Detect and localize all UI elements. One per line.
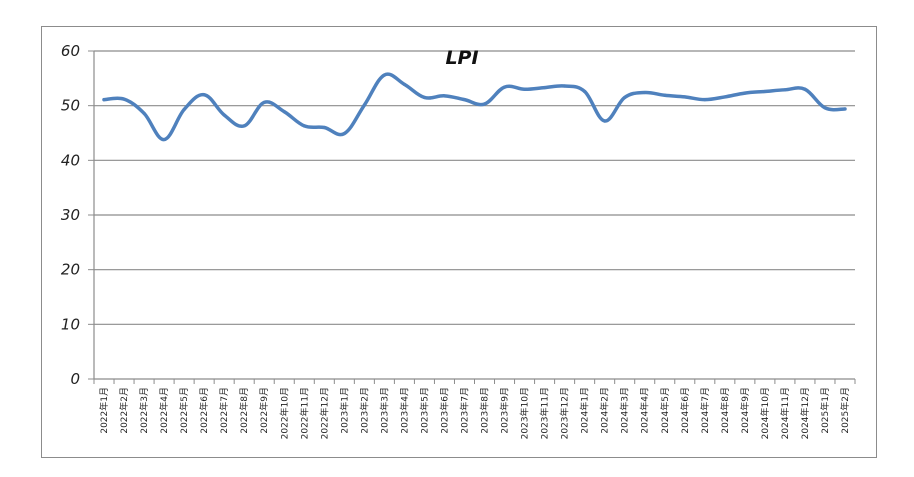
data-point [122, 97, 126, 101]
data-point [623, 95, 627, 100]
x-tick-label: 2022年5月 [178, 387, 190, 434]
x-tick-label: 2022年1月 [98, 387, 110, 434]
x-tick-label: 2023年6月 [438, 387, 450, 434]
x-tick-label: 2022年11月 [298, 387, 310, 439]
data-point [763, 89, 767, 94]
point-group [102, 73, 847, 142]
x-tick-label: 2023年4月 [398, 387, 410, 434]
data-point [643, 90, 647, 95]
data-point [663, 93, 667, 97]
data-point [302, 124, 306, 128]
x-tick-label: 2025年2月 [839, 387, 851, 434]
data-point [482, 102, 487, 106]
data-point [683, 95, 687, 99]
x-tick-label: 2024年12月 [799, 387, 811, 439]
data-point [823, 106, 827, 110]
data-point [382, 73, 386, 77]
x-tick-label: 2023年3月 [378, 387, 390, 434]
x-tick-label: 2022年2月 [118, 387, 130, 434]
data-point [182, 107, 186, 112]
data-point [743, 91, 747, 95]
y-tick-label: 10 [61, 315, 80, 333]
x-tick-label: 2024年1月 [579, 387, 591, 434]
x-tick-label: 2024年3月 [619, 387, 631, 434]
series-line-lpi [102, 72, 847, 142]
data-point [563, 84, 567, 88]
data-point [603, 119, 607, 123]
x-tick-label: 2022年8月 [238, 387, 250, 434]
x-tick-label: 2023年10月 [519, 387, 531, 439]
x-tick-label: 2022年7月 [218, 387, 230, 434]
y-tick-label: 20 [61, 261, 80, 279]
data-point [703, 98, 707, 102]
x-tick-label: 2024年7月 [699, 387, 711, 434]
data-point [583, 89, 587, 94]
series-group [102, 72, 847, 142]
x-tick-label: 2024年2月 [599, 387, 611, 434]
x-tick-label: 2022年6月 [198, 387, 210, 434]
x-axis-ticks: 2022年1月 2022年2月 2022年3月 2022年4月 2022年5月 2022年… [93, 379, 856, 439]
data-point [442, 94, 447, 98]
x-tick-label: 2025年1月 [819, 387, 831, 434]
axes [93, 51, 855, 380]
y-tick-label: 0 [70, 370, 80, 388]
x-tick-label: 2022年10月 [278, 387, 290, 439]
y-tick-label: 40 [61, 151, 80, 169]
x-tick-label: 2024年8月 [719, 387, 731, 434]
data-point [803, 87, 807, 91]
data-point [102, 98, 106, 102]
data-point [843, 107, 847, 111]
data-point [242, 124, 246, 128]
gridlines [94, 50, 855, 325]
y-tick-label: 30 [61, 206, 80, 224]
data-point [402, 82, 407, 86]
x-tick-label: 2023年2月 [358, 387, 370, 434]
x-tick-label: 2023年5月 [418, 387, 430, 434]
x-tick-label: 2023年1月 [338, 387, 350, 434]
data-point [542, 86, 547, 90]
x-tick-label: 2022年9月 [258, 387, 270, 434]
x-tick-label: 2022年3月 [138, 387, 150, 434]
y-tick-label: 50 [61, 97, 80, 115]
data-point [262, 100, 266, 104]
x-tick-label: 2023年9月 [499, 387, 511, 434]
x-tick-label: 2022年12月 [318, 387, 330, 439]
x-tick-label: 2024年10月 [759, 387, 771, 439]
data-point [502, 85, 507, 89]
x-tick-label: 2024年6月 [679, 387, 691, 434]
x-tick-label: 2024年11月 [779, 387, 791, 439]
data-point [162, 137, 166, 142]
data-point [362, 103, 366, 107]
x-tick-label: 2024年9月 [739, 387, 751, 434]
data-point [322, 125, 326, 130]
data-point [522, 87, 527, 91]
data-point [282, 110, 286, 114]
data-point [222, 113, 226, 117]
x-tick-label: 2023年12月 [559, 387, 571, 439]
data-point [462, 98, 467, 102]
data-point [342, 131, 346, 136]
y-tick-label: 60 [61, 42, 80, 60]
data-point [783, 88, 787, 92]
chart-title: LPI [445, 47, 478, 69]
x-tick-label: 2022年4月 [158, 387, 170, 434]
x-tick-label: 2023年8月 [479, 387, 491, 434]
data-point [723, 95, 727, 99]
data-point [422, 95, 427, 100]
x-tick-label: 2023年11月 [539, 387, 551, 439]
y-axis-ticks: 0 10 20 30 40 50 60 [61, 42, 94, 388]
data-point [202, 93, 206, 97]
x-tick-label: 2023年7月 [458, 387, 470, 434]
data-point [142, 111, 146, 115]
x-tick-label: 2024年5月 [659, 387, 671, 434]
x-tick-label: 2024年4月 [639, 387, 651, 434]
